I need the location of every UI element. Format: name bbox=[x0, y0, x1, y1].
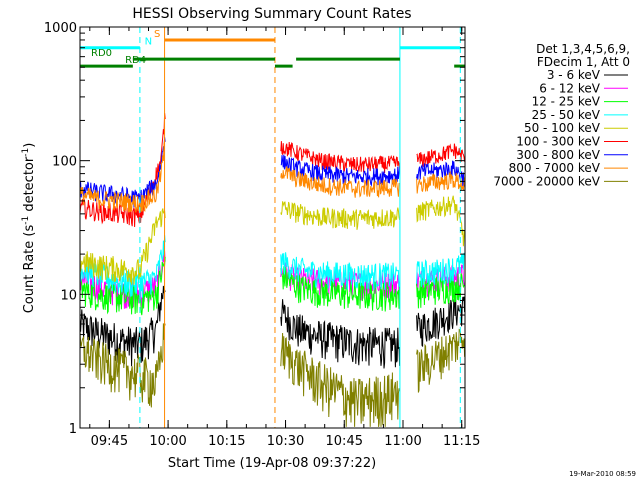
legend: Det 1,3,4,5,6,9, FDecim 1, Att 0 3 - 6 k… bbox=[493, 42, 630, 188]
y-axis-label-main: Count Rate (s bbox=[22, 225, 37, 314]
legend-label-3: 25 - 50 keV bbox=[532, 108, 601, 122]
y-axis-label: Count Rate (s-1 detector-1) bbox=[21, 143, 37, 314]
x-tick-label-4: 10:45 bbox=[326, 434, 363, 449]
series-7-segment-1 bbox=[280, 166, 400, 198]
series-6-segment-0 bbox=[80, 136, 166, 209]
legend-label-0: 3 - 6 keV bbox=[547, 68, 601, 82]
legend-label-4: 50 - 100 keV bbox=[524, 121, 601, 135]
y-axis-label-mid: detector bbox=[22, 156, 37, 216]
series-0-segment-2 bbox=[416, 296, 466, 347]
flag-layer: NS RD0 RD4 bbox=[80, 29, 465, 68]
series-4 bbox=[79, 195, 466, 285]
data-layer bbox=[79, 113, 466, 427]
y-axis-label-close: ) bbox=[22, 143, 37, 148]
flag-label-3: RD0 bbox=[91, 48, 112, 59]
y-axis-label-sup1: -1 bbox=[21, 216, 31, 225]
y-tick-label-1: 10 bbox=[60, 288, 77, 303]
legend-label-6: 300 - 800 keV bbox=[516, 148, 600, 162]
series-5-segment-2 bbox=[416, 143, 466, 168]
legend-label-5: 100 - 300 keV bbox=[516, 135, 600, 149]
plot-frame bbox=[79, 26, 466, 429]
series-8-segment-1 bbox=[280, 332, 401, 427]
y-tick-label-0: 1 bbox=[69, 422, 77, 437]
series-3-segment-2 bbox=[416, 252, 466, 287]
x-tick-label-3: 10:30 bbox=[267, 434, 304, 449]
series-8-segment-0 bbox=[79, 323, 166, 408]
series-8-segment-2 bbox=[416, 328, 466, 393]
series-2-segment-2 bbox=[416, 273, 465, 309]
footer-date: 19-Mar-2010 08:59 bbox=[569, 470, 636, 478]
y-tick-label-2: 100 bbox=[52, 155, 77, 170]
series-4-segment-1 bbox=[280, 201, 401, 230]
x-tick-label-1: 10:00 bbox=[149, 434, 186, 449]
y-tick-label-3: 1000 bbox=[44, 21, 77, 36]
legend-header-line-2: FDecim 1, Att 0 bbox=[537, 55, 630, 69]
x-tick-label-5: 11:00 bbox=[384, 434, 421, 449]
series-0-segment-0 bbox=[79, 285, 166, 367]
series-6-segment-2 bbox=[416, 160, 466, 187]
x-tick-label-2: 10:15 bbox=[208, 434, 245, 449]
series-4-segment-2 bbox=[416, 195, 466, 247]
flag-label-4: RD4 bbox=[125, 55, 146, 66]
legend-label-8: 7000 - 20000 keV bbox=[493, 174, 600, 188]
chart-title: HESSI Observing Summary Count Rates bbox=[132, 6, 411, 22]
x-tick-label-6: 11:15 bbox=[443, 434, 480, 449]
series-0 bbox=[79, 285, 466, 369]
axis-layer: 09:45 10:00 10:15 10:30 10:45 11:00 11:15 1 10 10… bbox=[44, 21, 481, 449]
flag-label-1: N bbox=[145, 37, 152, 48]
legend-header-line-1: Det 1,3,4,5,6,9, bbox=[536, 42, 630, 56]
series-4-segment-0 bbox=[79, 208, 166, 285]
series-0-segment-1 bbox=[280, 299, 401, 369]
series-3-segment-1 bbox=[280, 252, 401, 290]
legend-label-2: 12 - 25 keV bbox=[532, 95, 601, 109]
series-7-segment-0 bbox=[79, 141, 166, 213]
y-axis-label-sup2: -1 bbox=[21, 148, 31, 157]
flag-label-2: S bbox=[154, 29, 160, 40]
legend-label-7: 800 - 7000 keV bbox=[509, 161, 601, 175]
legend-label-1: 6 - 12 keV bbox=[539, 81, 601, 95]
series-7 bbox=[79, 141, 466, 213]
x-tick-label-0: 09:45 bbox=[91, 434, 128, 449]
series-2-segment-1 bbox=[280, 266, 401, 312]
series-7-segment-2 bbox=[416, 170, 466, 194]
x-axis-label: Start Time (19-Apr-08 09:37:22) bbox=[168, 456, 376, 471]
series-8 bbox=[79, 323, 466, 427]
series-5-segment-1 bbox=[280, 141, 401, 174]
